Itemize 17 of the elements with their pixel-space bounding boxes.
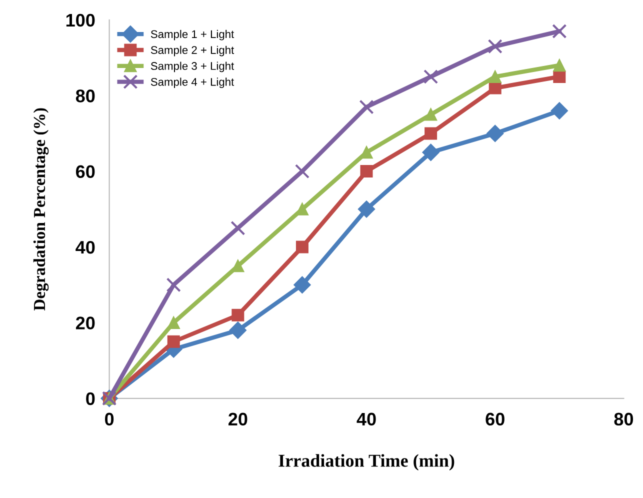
x-axis-title: Irradiation Time (min) (278, 454, 454, 470)
y-tick-label: 0 (86, 392, 95, 406)
x-tick-label: 60 (486, 412, 504, 426)
x-tick-label: 20 (228, 412, 248, 426)
x-tick-label: 0 (105, 412, 114, 426)
legend-label: Sample 1 + Light (150, 30, 234, 40)
legend-label: Sample 3 + Light (150, 62, 234, 72)
y-tick-label: 100 (66, 14, 95, 27)
y-tick-label: 40 (76, 240, 95, 254)
y-tick-label: 80 (76, 90, 95, 102)
y-axis-title: Degradation Percentage (%) (33, 108, 49, 311)
legend-label: Sample 2 + Light (150, 46, 234, 56)
y-tick-label: 20 (76, 316, 95, 330)
x-tick-label: 80 (614, 412, 634, 426)
x-tick-label: 40 (356, 412, 376, 426)
legend-label: Sample 4 + Light (150, 78, 234, 88)
y-tick-label: 60 (76, 165, 95, 178)
